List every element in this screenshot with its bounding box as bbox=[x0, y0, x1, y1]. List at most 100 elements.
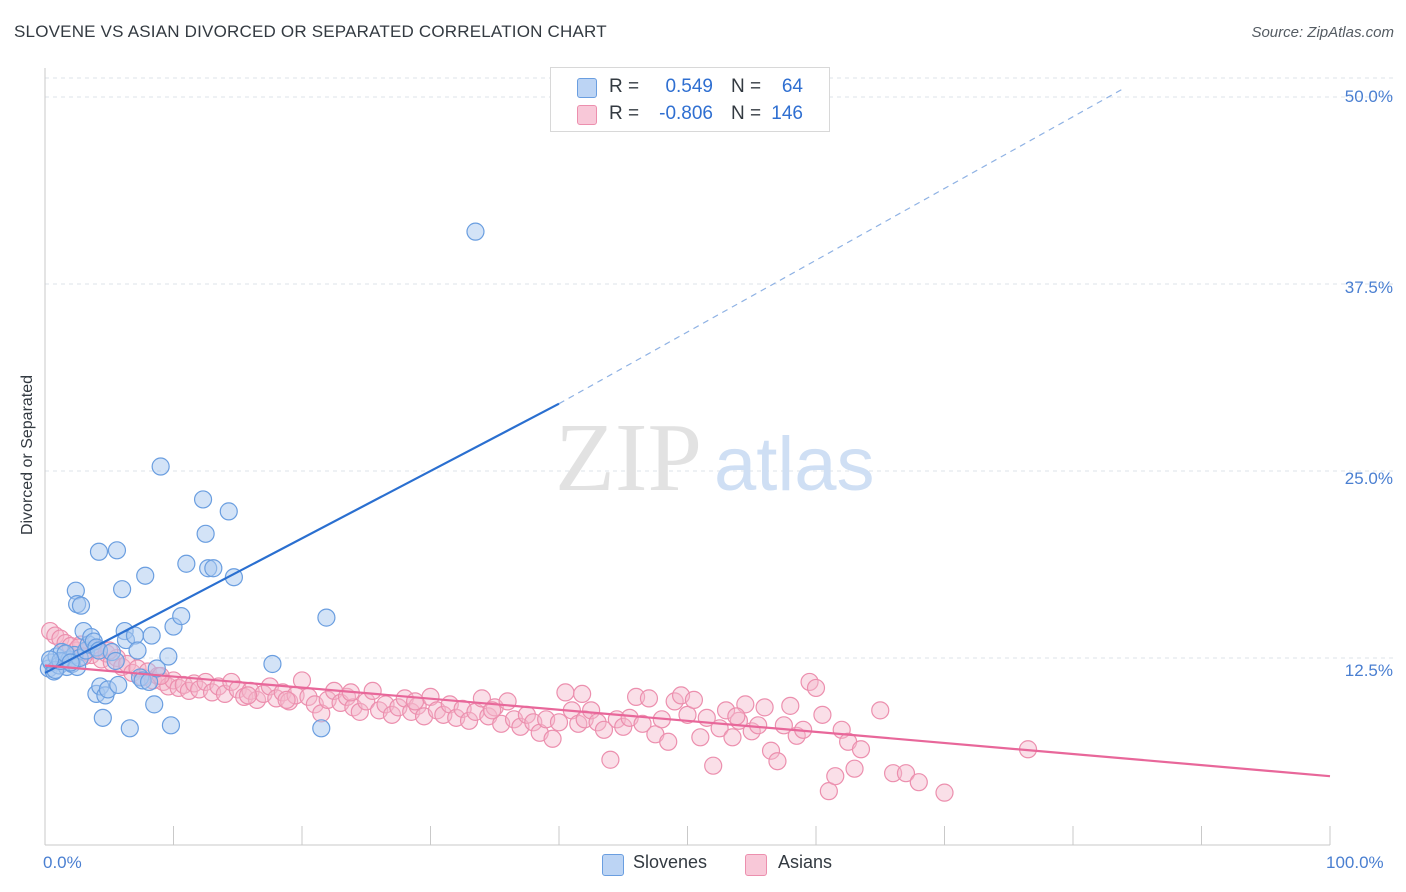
slovene-point bbox=[145, 695, 164, 714]
n-label: N = bbox=[731, 76, 762, 97]
asian-point bbox=[755, 698, 774, 717]
slovene-point bbox=[41, 650, 60, 669]
asian-point bbox=[659, 732, 678, 751]
slovene-point bbox=[128, 641, 147, 660]
n-label: N = bbox=[731, 103, 762, 124]
x-tick-label-max: 100.0% bbox=[1326, 853, 1384, 872]
asian-point bbox=[277, 690, 296, 709]
y-tick-label: 25.0% bbox=[1344, 469, 1393, 488]
asian-point bbox=[614, 717, 633, 736]
slovene-point bbox=[71, 596, 91, 615]
asian-point bbox=[826, 767, 845, 786]
asian-point bbox=[498, 692, 517, 711]
slovene-legend-icon bbox=[602, 854, 624, 876]
asian-point bbox=[909, 773, 928, 792]
asian-point bbox=[691, 728, 710, 747]
asian-point bbox=[543, 729, 562, 748]
asian-point bbox=[459, 711, 479, 730]
watermark-atlas: atlas bbox=[714, 422, 875, 507]
r-label: R = bbox=[609, 76, 640, 97]
asian-point bbox=[813, 705, 832, 724]
asian-point bbox=[382, 705, 402, 724]
slovene-point bbox=[159, 647, 178, 666]
slovene-point bbox=[89, 542, 109, 561]
trendlines bbox=[44, 87, 1331, 778]
slovene-point bbox=[142, 626, 161, 645]
grid-lines bbox=[45, 77, 1395, 659]
slovene-point bbox=[93, 708, 112, 727]
asian-point bbox=[845, 759, 864, 778]
correlation-legend: R = 0.549 N = 64 R = -0.806 N = 146 bbox=[550, 67, 830, 132]
slovene-point bbox=[172, 607, 191, 626]
asian-point bbox=[935, 783, 954, 802]
asian-point bbox=[781, 696, 800, 715]
x-tick-label-min: 0.0% bbox=[43, 853, 82, 872]
n-value: 146 bbox=[771, 103, 803, 124]
chart-title: SLOVENE VS ASIAN DIVORCED OR SEPARATED C… bbox=[14, 22, 607, 41]
slovene-point bbox=[147, 659, 166, 678]
asian-point bbox=[806, 678, 826, 698]
asian-point bbox=[405, 692, 425, 711]
asian-point bbox=[883, 764, 903, 783]
watermark: ZIP atlas bbox=[555, 404, 875, 512]
slovene-point bbox=[120, 719, 139, 738]
asian-point bbox=[601, 750, 620, 769]
slovene-swatch-icon bbox=[577, 78, 597, 98]
asian-point bbox=[768, 752, 787, 771]
y-tick-label: 37.5% bbox=[1344, 278, 1393, 297]
asian-trendline bbox=[44, 664, 1331, 778]
slovene-points bbox=[39, 222, 485, 738]
slovene-point bbox=[263, 654, 282, 674]
asian-point bbox=[716, 701, 736, 720]
r-value: 0.549 bbox=[665, 76, 713, 97]
slovene-point bbox=[219, 502, 238, 521]
asian-point bbox=[556, 683, 575, 702]
slovene-point bbox=[112, 580, 132, 599]
asian-point bbox=[639, 689, 659, 708]
asian-point bbox=[46, 626, 65, 645]
slovene-point bbox=[193, 490, 213, 509]
slovenes-label: Slovenes bbox=[633, 852, 708, 872]
slovene-point bbox=[196, 524, 215, 543]
asian-swatch-icon bbox=[577, 105, 597, 125]
slovene-point bbox=[177, 554, 196, 573]
asian-point bbox=[292, 671, 312, 690]
asian-point bbox=[871, 701, 890, 720]
slovene-point bbox=[109, 675, 128, 695]
y-tick-label: 12.5% bbox=[1344, 661, 1393, 680]
slovene-point bbox=[106, 651, 125, 671]
asian-point bbox=[723, 728, 742, 747]
slovene-trendline bbox=[44, 402, 560, 674]
asian-point bbox=[350, 702, 369, 721]
asian-point bbox=[594, 720, 614, 739]
legend-row-asians: R = -0.806 N = 146 bbox=[551, 100, 829, 128]
asian-point bbox=[238, 686, 258, 705]
asian-point bbox=[633, 714, 652, 733]
asian-point bbox=[896, 764, 916, 783]
asian-point bbox=[678, 705, 697, 724]
asian-point bbox=[684, 690, 704, 709]
y-axis-label: Divorced or Separated bbox=[19, 374, 36, 536]
watermark-zip: ZIP bbox=[555, 404, 702, 512]
slovene-point bbox=[466, 222, 485, 241]
asian-legend-icon bbox=[745, 854, 767, 876]
asian-point bbox=[483, 701, 502, 720]
asian-point bbox=[761, 741, 781, 760]
asian-points bbox=[41, 621, 1038, 802]
asian-point bbox=[363, 681, 382, 701]
asian-point bbox=[704, 756, 723, 775]
slovene-point bbox=[151, 457, 170, 476]
asian-point bbox=[573, 684, 592, 704]
asian-point bbox=[851, 740, 871, 759]
asian-point bbox=[549, 713, 569, 732]
y-tick-label: 50.0% bbox=[1344, 87, 1393, 106]
source-label: Source: ZipAtlas.com bbox=[1251, 24, 1394, 41]
slovene-point bbox=[312, 719, 331, 738]
asian-point bbox=[819, 782, 838, 801]
slovene-trendline-extension bbox=[558, 87, 1125, 405]
slovene-point bbox=[161, 716, 181, 735]
axes bbox=[44, 68, 1331, 846]
legend-row-slovenes: R = 0.549 N = 64 bbox=[551, 73, 829, 101]
r-value: -0.806 bbox=[659, 103, 713, 124]
